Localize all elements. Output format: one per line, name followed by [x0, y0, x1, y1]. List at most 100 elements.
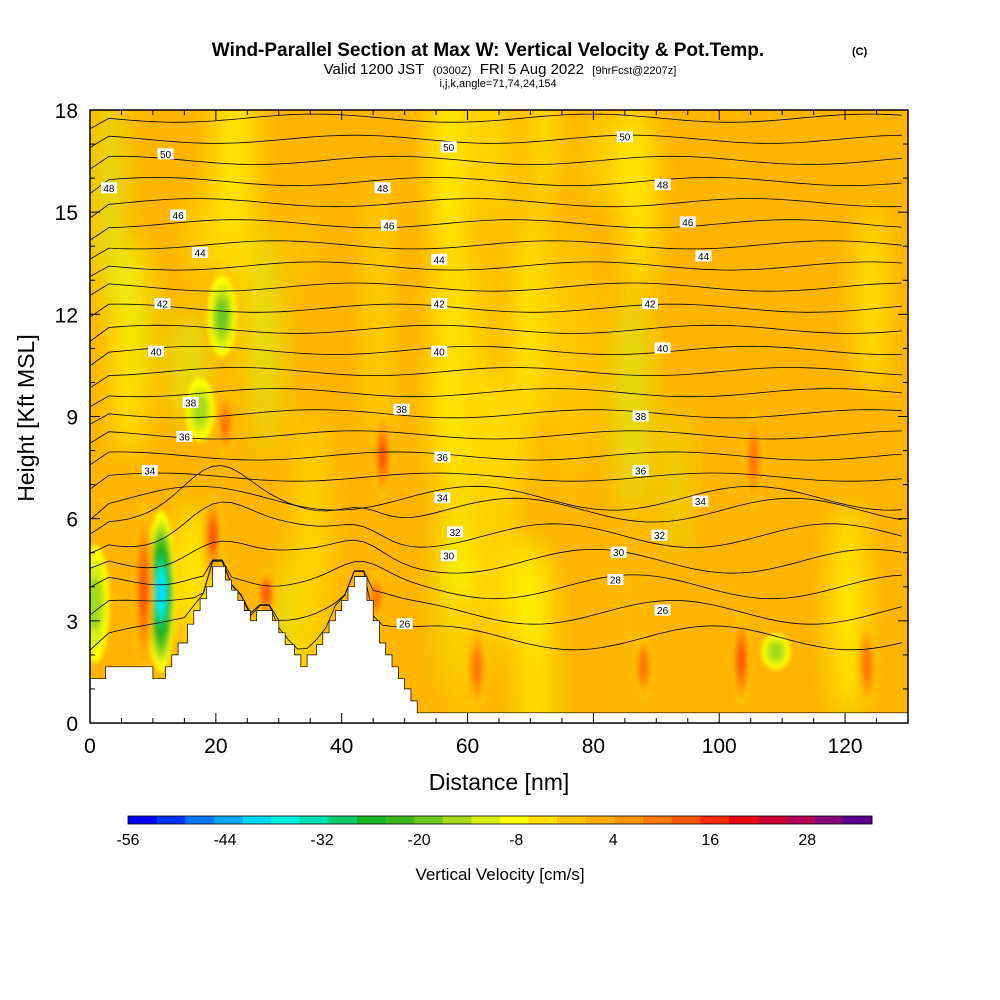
updraft-cell: [139, 563, 148, 618]
contour-label-bg: [642, 298, 658, 310]
updraft-cell: [472, 652, 482, 685]
isentrope-line: [90, 155, 902, 170]
texture-streak: [474, 228, 488, 475]
contour-label-bg: [607, 574, 624, 585]
valid-utc: (0300Z): [433, 65, 472, 77]
contour-label: 38: [185, 398, 197, 409]
terrain-outline: [90, 565, 908, 714]
colorbar-tick-label: -20: [408, 832, 431, 849]
texture-streak: [620, 485, 640, 723]
isentrope-line: [90, 465, 902, 535]
texture-streak: [94, 110, 126, 317]
colorbar-tick-label: 28: [798, 832, 816, 849]
contour-label: 36: [179, 432, 191, 443]
y-tick-label: 15: [55, 202, 78, 225]
colorbar-swatch: [786, 816, 816, 824]
colorbar-swatch: [814, 816, 844, 824]
x-tick-label: 40: [330, 735, 353, 758]
y-tick-label: 9: [66, 407, 78, 430]
colorbar-tick-label: -8: [509, 832, 523, 849]
texture-streak: [484, 110, 504, 234]
texture-streak: [250, 218, 282, 461]
contour-label-bg: [616, 131, 633, 143]
colorbar-frame: [127, 815, 873, 825]
copyright-mark: (C): [852, 46, 868, 58]
texture-streak: [831, 500, 865, 722]
contour-label: 40: [434, 347, 446, 358]
texture-streak: [612, 285, 651, 516]
x-tick-label: 80: [582, 735, 605, 758]
contour-label: 38: [635, 412, 647, 423]
colorbar: -56 -44 -32 -20 -8 4 16 28: [116, 815, 873, 849]
contour-label: 44: [195, 249, 207, 260]
contour-label: 48: [103, 184, 115, 195]
texture-streak: [529, 177, 546, 428]
contour-label: 46: [173, 211, 185, 222]
colorbar-label: Vertical Velocity [cm/s]: [415, 865, 584, 884]
contour-label: 42: [157, 300, 169, 311]
isentrope-line: [90, 539, 902, 574]
contour-label: 30: [613, 548, 625, 559]
colorbar-tick-label: -32: [311, 832, 334, 849]
contour-label-bg: [654, 342, 671, 354]
x-tick-label: 120: [828, 735, 863, 758]
contour-label: 48: [377, 184, 389, 195]
contour-label-bg: [651, 529, 668, 541]
contour-label-bg: [176, 430, 193, 442]
contour-label: 30: [443, 552, 455, 563]
updraft-cell: [208, 522, 217, 550]
x-axis-label: Distance [nm]: [429, 769, 570, 795]
contour-label: 44: [698, 252, 710, 263]
isentrope-line: [90, 198, 902, 219]
forecast-info: [9hrFcst@2207z]: [592, 65, 676, 77]
contour-label-bg: [396, 618, 413, 630]
isentrope-line: [90, 261, 902, 277]
isentrope-line: [90, 345, 902, 367]
x-axis: 0 20 40 60 80 100 120: [84, 110, 909, 758]
texture-streak: [293, 410, 330, 703]
y-tick-label: 0: [66, 713, 78, 736]
texture-streak: [514, 216, 530, 495]
contour-label: 32: [654, 531, 666, 542]
contour-label-bg: [431, 298, 448, 310]
isentrope-line: [90, 409, 902, 425]
isentrope-line: [90, 472, 902, 490]
contour-label-bg: [654, 178, 671, 190]
colorbar-swatch: [671, 816, 701, 824]
contour-label-bg: [148, 345, 165, 357]
contour-label-bg: [182, 396, 199, 408]
updraft-cell: [749, 440, 759, 478]
isentrope-line: [90, 113, 902, 130]
downdraft-cell: [157, 577, 165, 606]
updraft-cell: [221, 409, 230, 437]
x-tick-label: 60: [456, 735, 479, 758]
contour-label-bg: [632, 410, 649, 422]
contour-label-bg: [154, 298, 171, 310]
contour-label-bg: [170, 209, 187, 221]
colorbar-swatch: [471, 816, 501, 824]
terrain-layer: [90, 565, 908, 723]
contour-label: 26: [657, 606, 669, 617]
colorbar-swatch: [299, 816, 329, 824]
contour-label-bg: [447, 526, 463, 538]
colorbar-swatch: [128, 816, 158, 824]
updraft-cell: [262, 585, 271, 603]
colorbar-swatch: [585, 816, 615, 824]
texture-streak: [480, 378, 515, 660]
section-indices: i,j,k,angle=71,74,24,154: [439, 78, 556, 90]
isentrope-line: [90, 388, 902, 408]
contour-label-bg: [393, 403, 410, 415]
contour-label: 40: [151, 347, 163, 358]
y-tick-label: 12: [55, 304, 78, 327]
contour-label: 34: [695, 497, 707, 508]
isentrope-line: [90, 110, 94, 112]
contour-label-bg: [692, 495, 709, 507]
colorbar-swatch: [271, 816, 301, 824]
contour-label: 38: [396, 405, 408, 416]
contour-label-bg: [380, 219, 397, 231]
isentrope-line: [90, 451, 902, 466]
contour-label: 26: [399, 620, 411, 631]
texture-streak: [370, 172, 385, 456]
contour-label-bg: [434, 451, 451, 463]
